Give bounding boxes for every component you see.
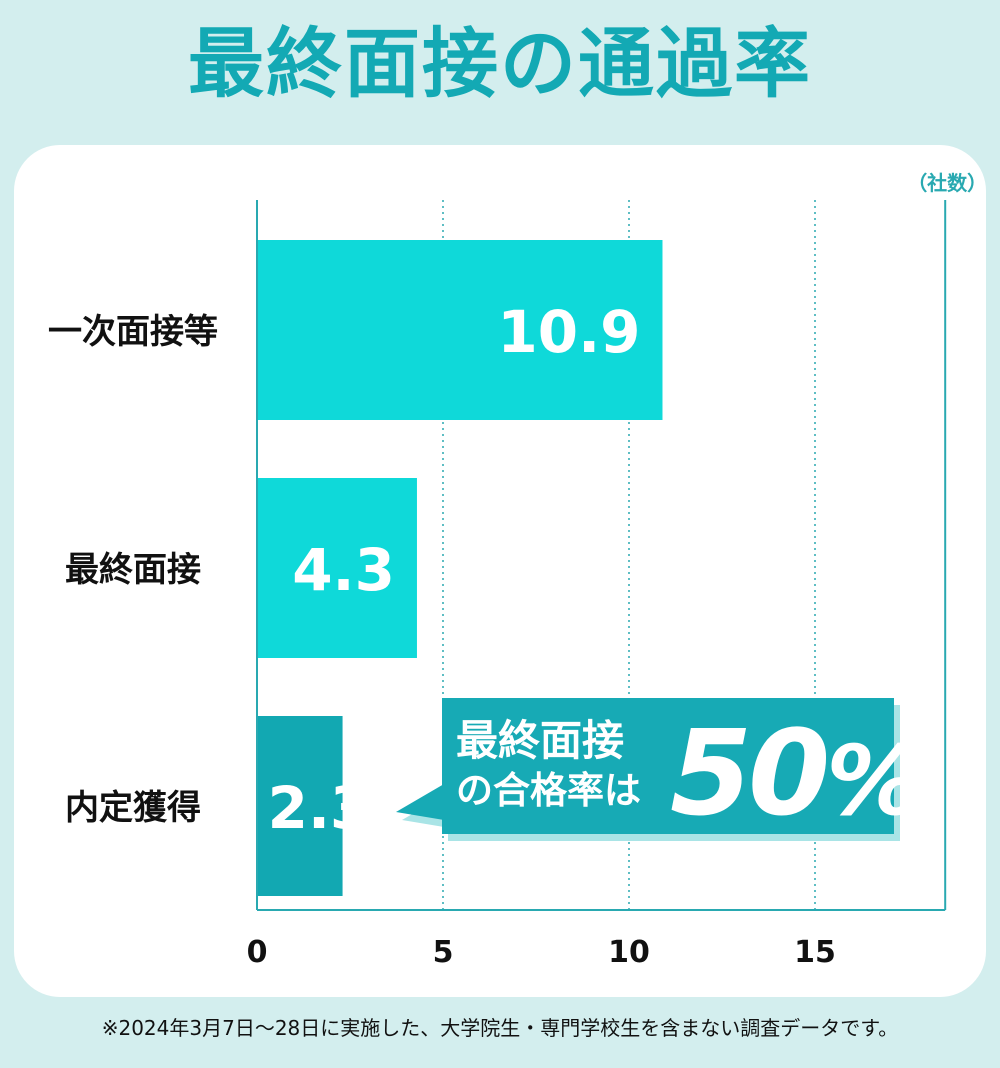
- callout-line-2: の合格率は: [456, 769, 641, 812]
- callout-tail: [396, 784, 444, 820]
- bar: [257, 478, 417, 658]
- bar-value-label: 10.9: [497, 298, 640, 366]
- x-tick-label: 5: [433, 935, 454, 970]
- footnote: ※2024年3月7日〜28日に実施した、大学院生・専門学校生を含まない調査データ…: [101, 1016, 899, 1040]
- axes: [256, 200, 947, 911]
- labels: 一次面接等 10.9 最終面接 4.3 内定獲得 2.3 0 5 10 15 （社数）: [48, 171, 987, 970]
- category-label: 内定獲得: [65, 788, 201, 828]
- unit-label: （社数）: [907, 171, 987, 195]
- callout-suffix: %: [826, 725, 922, 837]
- callout-percent-value: 50%: [670, 708, 922, 846]
- grid-lines: [442, 200, 816, 910]
- callout-line-1: 最終面接: [456, 716, 625, 765]
- x-tick-label: 10: [608, 935, 650, 970]
- category-label: 最終面接: [65, 550, 201, 590]
- bar: [257, 716, 343, 896]
- category-label: 一次面接等: [48, 312, 218, 352]
- callout-value: 50: [670, 704, 830, 842]
- x-tick-label: 15: [794, 935, 836, 970]
- bars: [257, 240, 663, 896]
- bar-value-label: 4.3: [292, 536, 395, 604]
- chart-title: 最終面接の通過率: [188, 19, 812, 108]
- callout-bubble: [396, 698, 900, 841]
- callout-box: [442, 698, 894, 834]
- bar: [257, 240, 663, 420]
- x-tick-label: 0: [247, 935, 268, 970]
- bar-value-label: 2.3: [268, 774, 371, 842]
